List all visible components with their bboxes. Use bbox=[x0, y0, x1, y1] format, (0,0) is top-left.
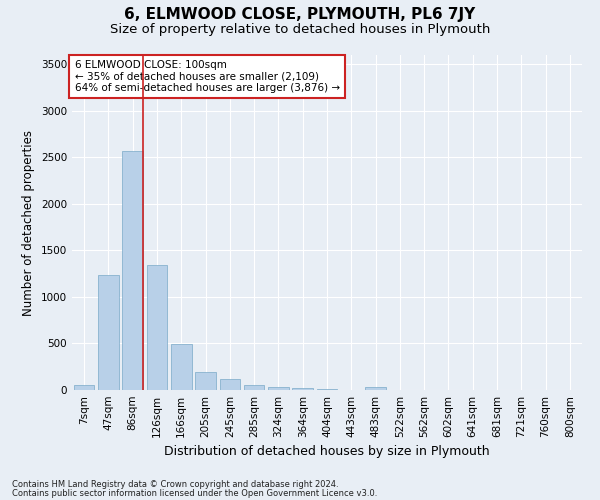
Bar bbox=[122, 151, 143, 390]
Bar bbox=[317, 389, 337, 390]
Bar bbox=[268, 387, 289, 390]
Y-axis label: Number of detached properties: Number of detached properties bbox=[22, 130, 35, 316]
Text: Contains public sector information licensed under the Open Government Licence v3: Contains public sector information licen… bbox=[12, 489, 377, 498]
Bar bbox=[146, 266, 167, 390]
Bar bbox=[98, 274, 119, 390]
Bar bbox=[74, 386, 94, 390]
Bar bbox=[195, 372, 216, 390]
Text: 6, ELMWOOD CLOSE, PLYMOUTH, PL6 7JY: 6, ELMWOOD CLOSE, PLYMOUTH, PL6 7JY bbox=[124, 8, 476, 22]
Bar bbox=[365, 387, 386, 390]
Bar bbox=[171, 344, 191, 390]
Text: 6 ELMWOOD CLOSE: 100sqm
← 35% of detached houses are smaller (2,109)
64% of semi: 6 ELMWOOD CLOSE: 100sqm ← 35% of detache… bbox=[74, 60, 340, 93]
Bar bbox=[244, 385, 265, 390]
Text: Size of property relative to detached houses in Plymouth: Size of property relative to detached ho… bbox=[110, 22, 490, 36]
Bar bbox=[220, 380, 240, 390]
Bar bbox=[292, 388, 313, 390]
X-axis label: Distribution of detached houses by size in Plymouth: Distribution of detached houses by size … bbox=[164, 446, 490, 458]
Text: Contains HM Land Registry data © Crown copyright and database right 2024.: Contains HM Land Registry data © Crown c… bbox=[12, 480, 338, 489]
